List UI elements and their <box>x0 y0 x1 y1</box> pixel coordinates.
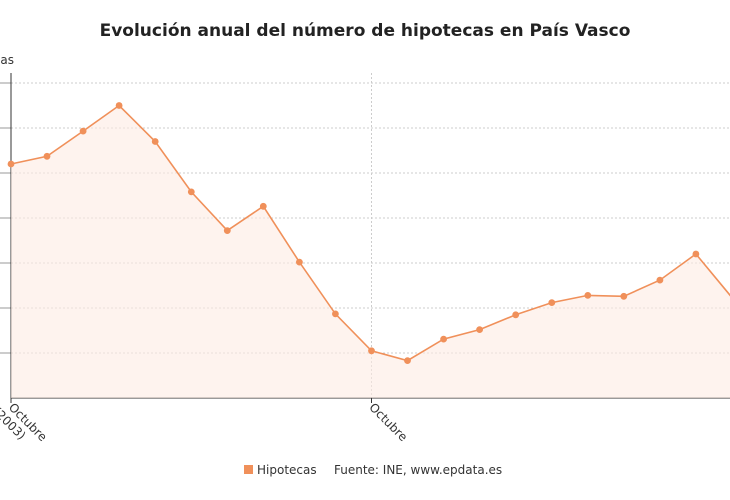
area-hipotecas <box>11 105 730 398</box>
point-1 <box>43 152 51 160</box>
x-tick-label-1: Octubre <box>366 400 410 444</box>
point-8 <box>296 258 303 266</box>
point-2 <box>79 127 87 135</box>
point-3 <box>115 102 123 109</box>
point-17 <box>620 292 628 300</box>
point-13 <box>476 326 483 333</box>
point-11 <box>404 357 411 364</box>
point-14 <box>512 311 520 319</box>
data-points <box>7 102 700 364</box>
point-0 <box>7 160 15 168</box>
point-4 <box>151 138 159 145</box>
legend-swatch-hipotecas <box>244 465 253 474</box>
source-note: Fuente: INE, www.epdata.es <box>334 463 502 477</box>
point-15 <box>548 299 556 306</box>
x-tick-labels: Octubre(2003) Octubre <box>0 395 410 454</box>
point-10 <box>368 347 375 355</box>
point-19 <box>692 250 700 258</box>
point-18 <box>656 276 664 284</box>
chart-title: Evolución anual del número de hipotecas … <box>100 21 631 41</box>
point-9 <box>332 310 339 318</box>
x-tick-label-0: Octubre(2003) <box>0 395 50 454</box>
point-12 <box>440 335 447 343</box>
area-fill <box>11 105 730 398</box>
legend: Hipotecas Fuente: INE, www.epdata.es <box>244 463 502 477</box>
y-axis-label: Hipotecas <box>0 53 14 67</box>
point-5 <box>187 188 195 196</box>
point-7 <box>259 202 267 210</box>
point-16 <box>584 292 592 299</box>
legend-label-hipotecas: Hipotecas <box>257 463 317 477</box>
point-6 <box>223 227 231 235</box>
